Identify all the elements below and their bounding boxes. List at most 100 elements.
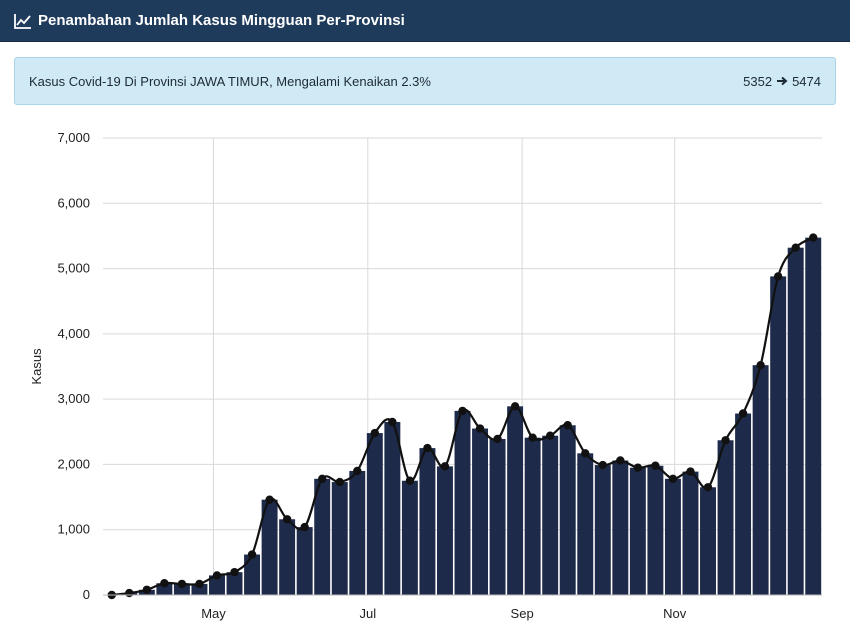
data-point: [282, 515, 292, 524]
bar: [296, 527, 313, 595]
data-point: [423, 443, 432, 453]
bar: [454, 410, 471, 595]
bar: [156, 583, 173, 595]
data-point: [230, 567, 239, 577]
line-chart-icon: [14, 13, 32, 29]
data-point: [703, 483, 713, 492]
y-tick-label: 5,000: [57, 261, 90, 276]
bar: [366, 433, 383, 595]
bar: [559, 425, 576, 595]
data-point: [265, 495, 274, 504]
x-tick-label: Nov: [663, 606, 687, 621]
data-point: [545, 431, 555, 440]
bar: [752, 365, 769, 595]
bar: [507, 406, 524, 595]
y-tick-label: 6,000: [57, 195, 90, 210]
y-tick-label: 0: [83, 587, 90, 602]
bar: [489, 438, 506, 595]
data-point: [370, 428, 380, 438]
bar: [349, 470, 366, 595]
bar: [244, 554, 261, 595]
bar: [524, 437, 541, 595]
bar: [664, 478, 681, 595]
bar: [436, 466, 453, 595]
data-point: [195, 579, 204, 589]
chart-area: 0 1,000 2,000 3,000 4,000 5,000 6,000 7,000 May J…: [0, 120, 850, 624]
y-tick-label: 3,000: [57, 391, 90, 406]
y-tick-label: 4,000: [57, 326, 90, 341]
bar: [384, 421, 401, 595]
x-tick-label: May: [201, 606, 226, 621]
bar: [629, 467, 646, 595]
panel-title: Penambahan Jumlah Kasus Mingguan Per-Pro…: [38, 12, 405, 29]
x-tick-label: Jul: [359, 606, 376, 621]
bar: [331, 482, 348, 595]
data-point: [142, 585, 152, 594]
bar: [191, 583, 208, 595]
bar: [472, 428, 489, 595]
panel-header: Penambahan Jumlah Kasus Mingguan Per-Pro…: [0, 0, 850, 42]
bar: [314, 478, 331, 595]
data-point: [773, 272, 783, 281]
alert-from-value: 5352: [743, 73, 773, 89]
data-point: [405, 476, 415, 485]
data-point: [300, 522, 309, 532]
y-axis-label: Kasus: [29, 348, 44, 385]
bar: [173, 583, 190, 595]
bar: [577, 453, 594, 595]
bar: [226, 572, 243, 595]
y-tick-label: 2,000: [57, 456, 90, 471]
data-point: [212, 571, 222, 580]
data-point: [510, 402, 520, 411]
bar: [805, 237, 822, 595]
data-point: [633, 463, 643, 472]
data-point: [738, 409, 748, 418]
data-point: [160, 579, 169, 588]
alert-to-value: 5474: [792, 73, 821, 89]
x-tick-label: Sep: [511, 606, 534, 621]
data-point: [756, 360, 765, 370]
data-point: [318, 474, 327, 483]
bar: [700, 487, 716, 595]
data-point: [581, 449, 590, 458]
bar: [770, 276, 787, 595]
data-point: [791, 243, 800, 252]
y-tick-label: 7,000: [57, 130, 90, 145]
bar: [209, 575, 225, 595]
data-point: [177, 579, 187, 589]
data-point: [388, 417, 397, 427]
data-point: [563, 421, 572, 430]
data-point: [528, 433, 537, 442]
bar: [717, 440, 734, 595]
data-point: [721, 436, 730, 445]
data-point: [651, 461, 660, 470]
bar: [261, 499, 278, 595]
bar: [682, 471, 699, 595]
data-point: [125, 588, 134, 598]
data-point: [686, 467, 695, 476]
bar: [612, 460, 629, 595]
data-point: [668, 474, 678, 483]
data-point: [493, 434, 502, 444]
data-point: [598, 460, 607, 470]
data-point: [475, 424, 485, 433]
data-point: [247, 550, 257, 559]
data-point: [440, 462, 450, 471]
data-point: [616, 456, 625, 465]
data-point: [335, 477, 344, 487]
info-alert: Kasus Covid-19 Di Provinsi JAWA TIMUR, M…: [14, 57, 836, 105]
bar: [542, 435, 559, 595]
weekly-cases-chart: 0 1,000 2,000 3,000 4,000 5,000 6,000 7,000 May J…: [29, 130, 822, 621]
arrow-right-icon: [776, 75, 788, 87]
data-point: [458, 406, 467, 416]
alert-message: Kasus Covid-19 Di Provinsi JAWA TIMUR, M…: [29, 73, 431, 89]
bar: [419, 448, 436, 595]
y-tick-label: 1,000: [57, 522, 90, 537]
bar: [647, 465, 664, 595]
bar: [401, 480, 418, 595]
bar: [735, 413, 752, 595]
data-point: [353, 466, 362, 476]
bar: [594, 465, 611, 595]
data-point: [809, 233, 818, 242]
bar: [279, 519, 296, 595]
